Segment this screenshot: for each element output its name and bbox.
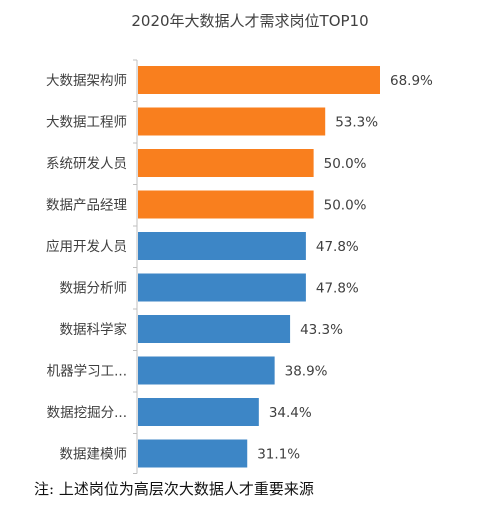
value-label: 34.4% <box>269 405 312 421</box>
value-label: 68.9% <box>390 73 433 89</box>
category-label: 数据挖掘分... <box>47 405 127 421</box>
value-label: 47.8% <box>316 239 359 255</box>
value-label: 50.0% <box>324 156 367 172</box>
chart-title: 2020年大数据人才需求岗位TOP10 <box>131 12 369 30</box>
bar <box>138 439 248 468</box>
value-label: 47.8% <box>316 281 359 297</box>
bar <box>138 107 326 136</box>
category-label: 数据产品经理 <box>46 198 127 214</box>
category-label: 数据科学家 <box>60 321 128 338</box>
category-label: 大数据工程师 <box>46 115 127 131</box>
category-label: 数据建模师 <box>60 447 128 463</box>
category-label: 系统研发人员 <box>46 156 127 172</box>
bar <box>138 66 380 94</box>
value-label: 31.1% <box>257 447 300 463</box>
category-label: 机器学习工... <box>47 364 127 380</box>
category-label: 应用开发人员 <box>46 238 127 255</box>
bar <box>138 232 306 260</box>
bar <box>138 356 275 385</box>
category-label: 大数据架构师 <box>46 73 127 89</box>
bar <box>138 149 314 177</box>
bar <box>138 273 306 302</box>
footnote: 注: 上述岗位为高层次大数据人才重要来源 <box>34 480 314 498</box>
bar <box>138 398 259 426</box>
value-label: 53.3% <box>335 115 378 131</box>
value-label: 50.0% <box>324 198 367 214</box>
value-label: 38.9% <box>285 364 328 380</box>
value-label: 43.3% <box>300 322 343 338</box>
bar <box>138 315 291 343</box>
bar <box>138 190 314 219</box>
category-label: 数据分析师 <box>60 281 128 297</box>
